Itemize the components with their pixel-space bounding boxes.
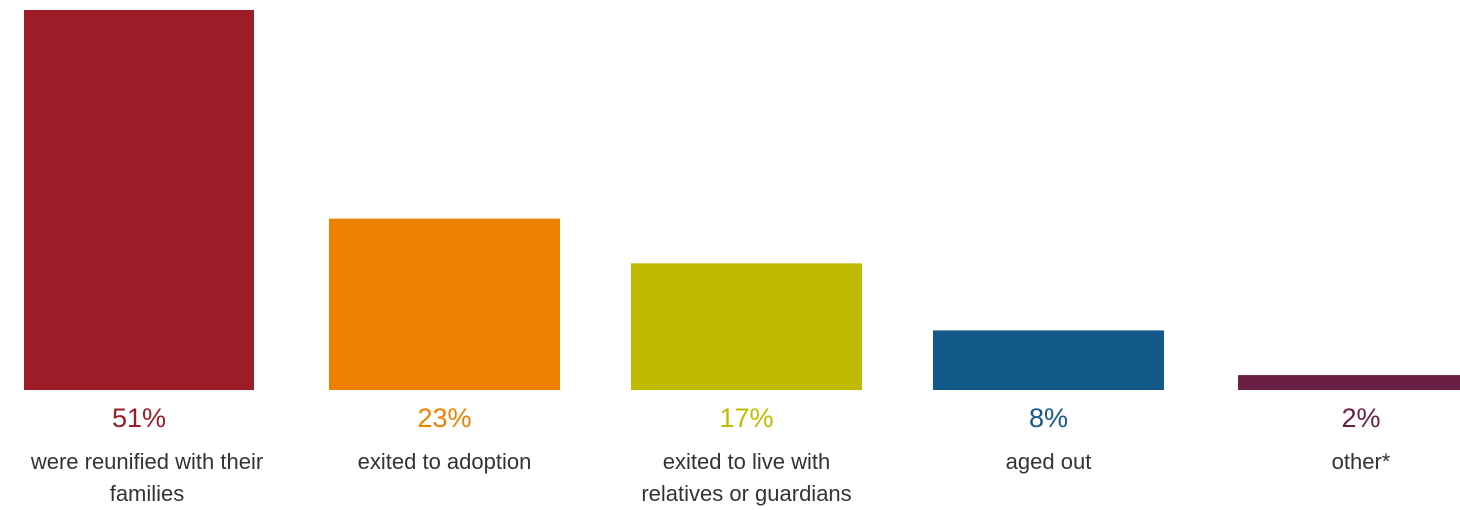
- category-label-5-line-1: other*: [1332, 449, 1391, 474]
- bar-1: [24, 10, 254, 390]
- value-label-3: 17%: [719, 403, 773, 433]
- bar-4: [933, 330, 1164, 390]
- bar-5: [1238, 375, 1460, 390]
- bar-3: [631, 263, 862, 390]
- bars-group: [24, 10, 1460, 390]
- category-label-3-line-2: relatives or guardians: [641, 481, 851, 506]
- labels-group: 51% were reunified with their families 23% e…: [30, 403, 1391, 506]
- category-label-2-line-1: exited to adoption: [358, 449, 532, 474]
- category-label-4-line-1: aged out: [1006, 449, 1092, 474]
- value-label-2: 23%: [417, 403, 471, 433]
- bar-2: [329, 218, 560, 390]
- category-label-1-line-1: were reunified with their: [30, 449, 263, 474]
- value-label-5: 2%: [1341, 403, 1380, 433]
- value-label-1: 51%: [112, 403, 166, 433]
- category-label-3-line-1: exited to live with: [663, 449, 831, 474]
- category-label-1-line-2: families: [110, 481, 185, 506]
- value-label-4: 8%: [1029, 403, 1068, 433]
